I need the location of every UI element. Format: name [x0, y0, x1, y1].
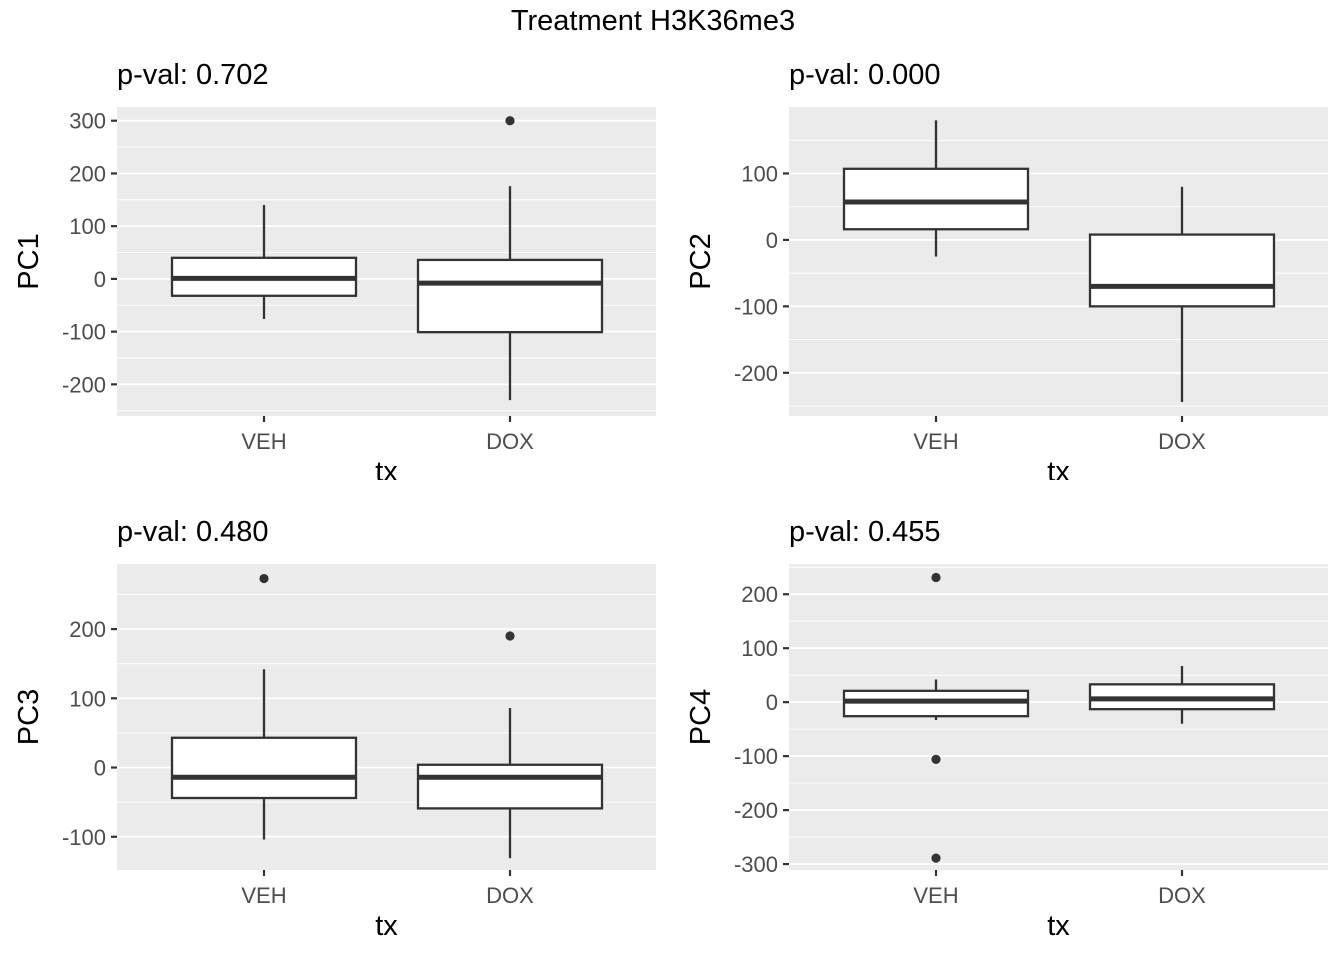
y-tick-label: 0 [766, 690, 778, 715]
figure-title: Treatment H3K36me3 [510, 5, 796, 37]
box-iqr [842, 167, 1030, 231]
outlier-point [505, 631, 515, 641]
x-axis-title: tx [375, 910, 398, 942]
y-tick-label: -100 [62, 320, 106, 345]
panel-pc4: -300 -200 -100 0 100 200 VEH DOX p-val: 0.455 PC4… [685, 516, 1328, 942]
outlier-point [259, 573, 269, 584]
y-tick-label: 100 [69, 686, 106, 711]
y-tick-label: -200 [734, 361, 778, 386]
y-tick-label: 0 [94, 756, 106, 781]
pval-label: p-val: 0.480 [117, 516, 269, 548]
box-iqr [170, 736, 358, 800]
box-iqr [416, 258, 604, 334]
y-tick-label: -100 [734, 294, 778, 319]
y-tick-label: 100 [69, 214, 106, 239]
y-axis-title: PC1 [13, 233, 45, 289]
y-tick-label: 0 [766, 228, 778, 253]
panel-background [117, 564, 656, 870]
outlier-point [931, 572, 941, 583]
x-tick-label: VEH [913, 429, 958, 454]
y-tick-label: -200 [734, 798, 778, 823]
x-tick-label: VEH [913, 883, 958, 908]
y-tick-label: 0 [94, 267, 106, 292]
y-axis-title: PC4 [685, 689, 717, 745]
x-tick-label: VEH [241, 429, 286, 454]
x-tick-label: DOX [486, 883, 534, 908]
outlier-point [931, 853, 941, 863]
x-axis-title: tx [1047, 910, 1070, 942]
y-axis-title: PC2 [685, 233, 717, 289]
y-tick-label: 300 [69, 109, 106, 134]
x-tick-label: DOX [1158, 883, 1206, 908]
y-tick-label: -100 [734, 744, 778, 769]
pval-label: p-val: 0.702 [117, 59, 269, 91]
x-axis-title: tx [1047, 456, 1070, 480]
pval-label: p-val: 0.000 [789, 59, 941, 91]
outlier-point [931, 754, 941, 764]
y-tick-label: 200 [69, 617, 106, 642]
x-tick-label: VEH [241, 883, 286, 908]
y-tick-label: 200 [741, 582, 778, 607]
panel-pc1: -200 -100 0 100 200 300 VEH DOX p-val: 0.702 PC1 t… [13, 59, 656, 480]
panel-pc3: -100 0 100 200 VEH DOX p-val: 0.480 PC3 tx [13, 516, 656, 942]
outlier-point [505, 116, 515, 126]
y-axis-title: PC3 [13, 689, 45, 745]
y-tick-label: 200 [69, 161, 106, 186]
y-tick-label: 100 [741, 161, 778, 186]
y-tick-label: -200 [62, 372, 106, 397]
y-tick-label: -300 [734, 852, 778, 877]
x-tick-label: DOX [486, 429, 534, 454]
x-tick-label: DOX [1158, 429, 1206, 454]
box-iqr [416, 763, 604, 810]
y-tick-label: -100 [62, 825, 106, 850]
box-iqr [1088, 233, 1276, 308]
pval-label: p-val: 0.455 [789, 516, 941, 548]
panel-pc2: -200 -100 0 100 VEH DOX p-val: 0.000 PC2 tx [685, 59, 1328, 480]
y-tick-label: 100 [741, 636, 778, 661]
x-axis-title: tx [375, 456, 398, 480]
